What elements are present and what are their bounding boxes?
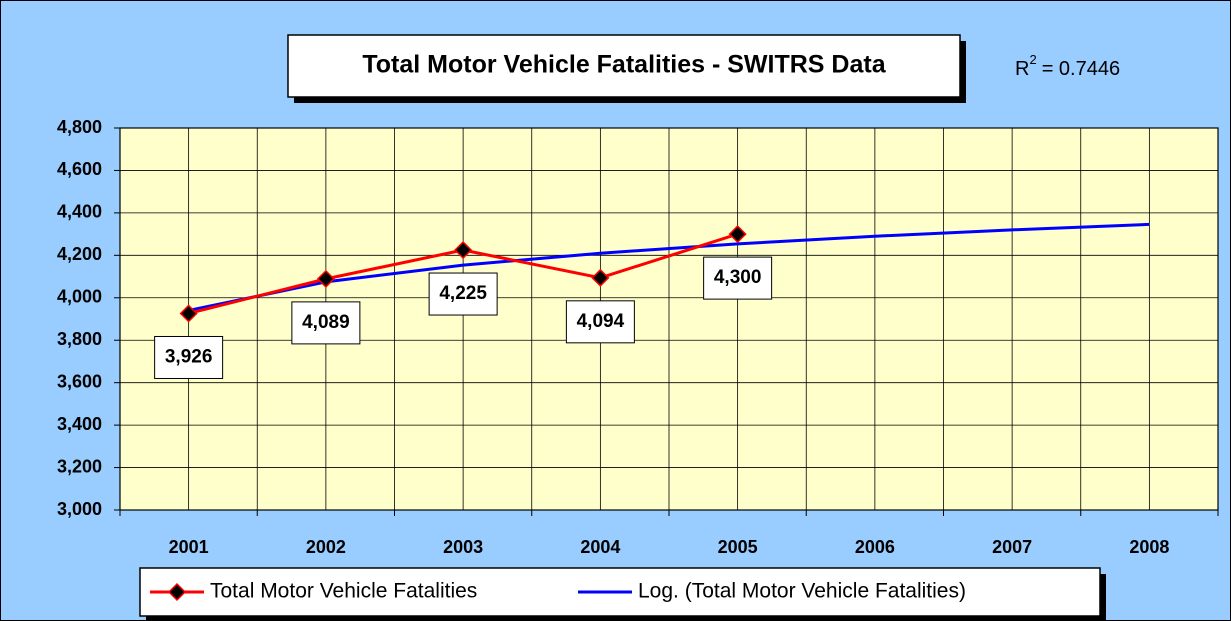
- x-tick-label: 2007: [992, 537, 1032, 557]
- data-label-box: [703, 256, 773, 300]
- data-label: 4,225: [439, 283, 487, 304]
- annotation-rest: = 0.7446: [1042, 58, 1120, 80]
- x-tick-label: 2003: [443, 537, 483, 557]
- x-tick-label: 2004: [580, 537, 620, 557]
- marker: [454, 240, 473, 260]
- y-tick-label: 3,200: [57, 456, 102, 476]
- data-label-box: [154, 335, 224, 379]
- x-tick-label: 2006: [855, 537, 895, 557]
- data-label: 3,926: [165, 346, 213, 367]
- legend-label: Total Motor Vehicle Fatalities: [210, 580, 477, 603]
- y-tick-label: 3,000: [57, 499, 102, 519]
- x-tick-label: 2001: [169, 537, 209, 557]
- marker: [728, 225, 747, 244]
- legend-label: Log. (Total Motor Vehicle Fatalities): [638, 580, 966, 603]
- annotation-sup: 2: [1029, 52, 1036, 67]
- y-tick-label: 4,600: [57, 159, 102, 179]
- annotation-base: R: [1015, 58, 1029, 80]
- data-label: 4,094: [577, 311, 625, 332]
- y-tick-label: 4,400: [57, 202, 102, 222]
- y-tick-label: 4,800: [57, 117, 102, 137]
- y-tick-label: 3,800: [57, 329, 102, 349]
- title-box: [287, 34, 961, 98]
- annotation: R2 = 0.7446: [1015, 52, 1120, 80]
- data-label-box: [565, 300, 635, 344]
- x-tick-label: 2005: [718, 537, 758, 557]
- chart-title: Total Motor Vehicle Fatalities - SWITRS …: [362, 51, 886, 79]
- marker: [316, 269, 335, 288]
- trend-line: [188, 222, 1150, 312]
- data-label-box: [428, 272, 498, 316]
- data-label: 4,300: [714, 267, 762, 288]
- y-tick-label: 3,600: [57, 371, 102, 391]
- marker: [179, 304, 198, 323]
- x-tick-label: 2002: [306, 537, 346, 557]
- legend-marker: [167, 582, 187, 602]
- y-tick-label: 3,400: [57, 414, 102, 434]
- x-tick-label: 2008: [1129, 537, 1169, 557]
- marker: [591, 268, 610, 287]
- y-tick-label: 4,200: [57, 244, 102, 264]
- data-label: 4,089: [302, 312, 350, 333]
- data-label-box: [291, 301, 361, 345]
- y-tick-label: 4,000: [57, 287, 102, 307]
